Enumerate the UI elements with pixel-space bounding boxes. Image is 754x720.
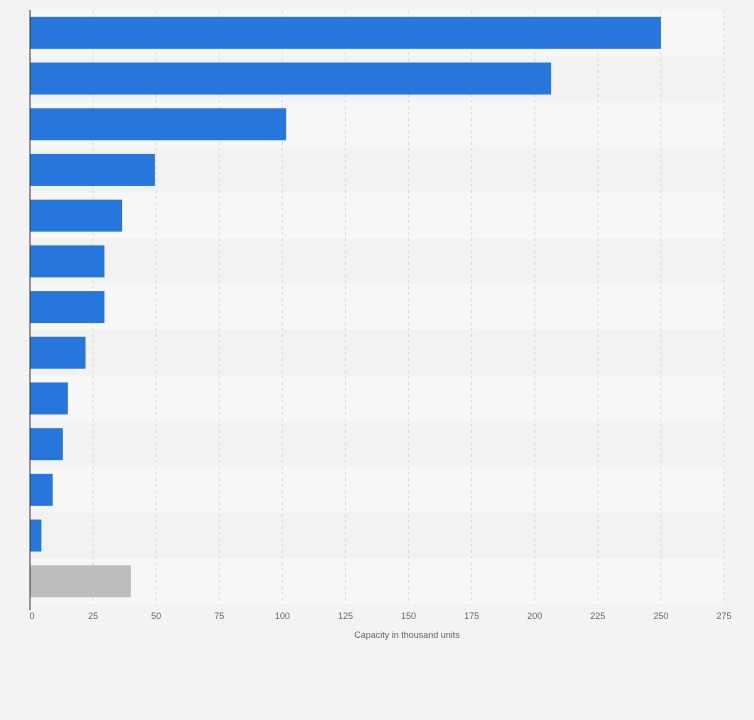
x-tick-label: 50 <box>151 611 161 621</box>
bar <box>30 336 86 369</box>
row-band <box>30 558 724 605</box>
bar <box>30 108 287 141</box>
x-tick-label: 225 <box>590 611 605 621</box>
x-tick-label: 150 <box>401 611 416 621</box>
bars <box>30 16 661 598</box>
bar <box>30 199 123 232</box>
x-tick-label: 200 <box>527 611 542 621</box>
x-tick-label: 100 <box>275 611 290 621</box>
row-band <box>30 284 724 330</box>
bar <box>30 428 63 461</box>
x-tick-label: 175 <box>464 611 479 621</box>
bar <box>30 16 661 49</box>
row-bands <box>30 10 724 605</box>
x-axis-title: Capacity in thousand units <box>354 630 460 640</box>
x-tick-label: 0 <box>29 611 34 621</box>
row-band <box>30 512 724 559</box>
bar <box>30 291 105 324</box>
x-axis-ticks: 0 25 50 75 100 125 150 175 200 225 250 275 <box>29 611 731 621</box>
bar <box>30 565 131 598</box>
bar <box>30 245 105 278</box>
bar <box>30 473 53 506</box>
x-tick-label: 75 <box>214 611 224 621</box>
x-tick-label: 275 <box>716 611 731 621</box>
bar <box>30 62 552 95</box>
x-tick-label: 25 <box>88 611 98 621</box>
x-tick-label: 250 <box>653 611 668 621</box>
row-band <box>30 421 724 467</box>
bar <box>30 153 155 186</box>
row-band <box>30 238 724 285</box>
bar <box>30 382 68 415</box>
row-band <box>30 329 724 376</box>
row-band <box>30 467 724 513</box>
x-tick-label: 125 <box>338 611 353 621</box>
row-band <box>30 192 724 239</box>
row-band <box>30 375 724 422</box>
bar <box>30 519 42 552</box>
